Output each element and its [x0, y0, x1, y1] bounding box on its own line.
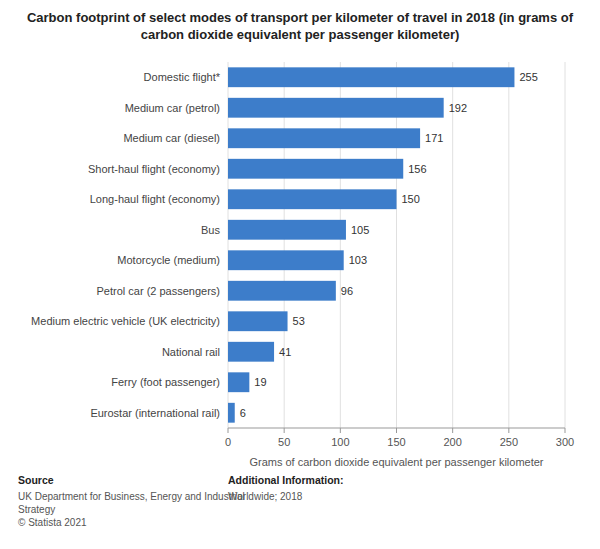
tick-mark	[508, 428, 509, 433]
tick-mark	[396, 428, 397, 433]
tick-label: 0	[225, 436, 231, 448]
category-label: Long-haul flight (economy)	[90, 193, 220, 205]
data-label: 6	[240, 407, 246, 419]
bar	[228, 281, 336, 301]
tick-label: 50	[278, 436, 290, 448]
footer-text: Worldwide; 2018	[228, 491, 303, 502]
bars	[228, 67, 514, 422]
data-label: 105	[351, 224, 369, 236]
data-label: 96	[341, 285, 353, 297]
tick-label: 100	[331, 436, 349, 448]
bar	[228, 220, 346, 240]
x-axis-label: Grams of carbon dioxide equivalent per p…	[249, 456, 543, 468]
category-label: National rail	[162, 346, 220, 358]
bar	[228, 250, 344, 270]
grid-line	[508, 62, 509, 428]
title: Carbon footprint of select modes of tran…	[27, 10, 574, 25]
category-label: Ferry (foot passenger)	[111, 376, 220, 388]
footer-heading: Additional Information:	[228, 474, 344, 486]
axis-line	[228, 428, 565, 429]
footer-text: © Statista 2021	[18, 517, 87, 528]
tick-mark	[565, 428, 566, 433]
footer-text: UK Department for Business, Energy and I…	[18, 491, 245, 502]
bar	[228, 189, 397, 209]
footer-heading: Source	[18, 474, 54, 486]
data-labels: 6 19 41 53 96 103 105 150 156 171 192 255	[240, 71, 538, 419]
tick-label: 250	[500, 436, 518, 448]
data-label: 103	[349, 254, 367, 266]
grid-line	[565, 62, 566, 428]
tick-label: 200	[443, 436, 461, 448]
data-label: 53	[293, 315, 305, 327]
category-label: Short-haul flight (economy)	[88, 163, 220, 175]
category-label: Medium car (petrol)	[125, 102, 220, 114]
category-label: Domestic flight*	[144, 71, 221, 83]
category-label: Medium electric vehicle (UK electricity)	[31, 315, 220, 327]
data-label: 19	[254, 376, 266, 388]
title: carbon dioxide equivalent per passenger …	[141, 27, 460, 42]
data-label: 171	[425, 132, 443, 144]
footer: Source UK Department for Business, Energy…	[18, 474, 344, 528]
data-label: 156	[408, 163, 426, 175]
data-label: 150	[402, 193, 420, 205]
data-label: 192	[449, 102, 467, 114]
grid	[228, 62, 565, 428]
tick-mark	[452, 428, 453, 433]
tick-mark	[340, 428, 341, 433]
category-label: Petrol car (2 passengers)	[97, 285, 221, 297]
bar	[228, 67, 514, 87]
category-label: Bus	[201, 224, 220, 236]
bar	[228, 98, 444, 118]
title-group: Carbon footprint of select modes of tran…	[27, 10, 574, 42]
data-label: 41	[279, 346, 291, 358]
chart: Carbon footprint of select modes of tran…	[0, 0, 600, 549]
category-label: Eurostar (international rail)	[90, 407, 220, 419]
y-axis: Eurostar (international rail) Ferry (foot…	[31, 71, 221, 419]
footer-text: Strategy	[18, 504, 55, 515]
bar	[228, 128, 420, 148]
tick-label: 150	[387, 436, 405, 448]
data-label: 255	[519, 71, 537, 83]
bar	[228, 159, 403, 179]
category-label: Medium car (diesel)	[123, 132, 220, 144]
tick-mark	[284, 428, 285, 433]
x-axis: 0 50 100 150 200 250 300 Grams of carbon dioxid…	[225, 428, 574, 468]
category-label: Motorcycle (medium)	[117, 254, 220, 266]
tick-label: 300	[556, 436, 574, 448]
grid-line	[452, 62, 453, 428]
tick-mark	[228, 428, 229, 433]
bar	[228, 311, 288, 331]
bar	[228, 372, 249, 392]
bar	[228, 342, 274, 362]
bar	[228, 403, 235, 423]
